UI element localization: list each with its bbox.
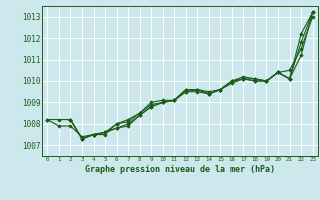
- X-axis label: Graphe pression niveau de la mer (hPa): Graphe pression niveau de la mer (hPa): [85, 165, 275, 174]
